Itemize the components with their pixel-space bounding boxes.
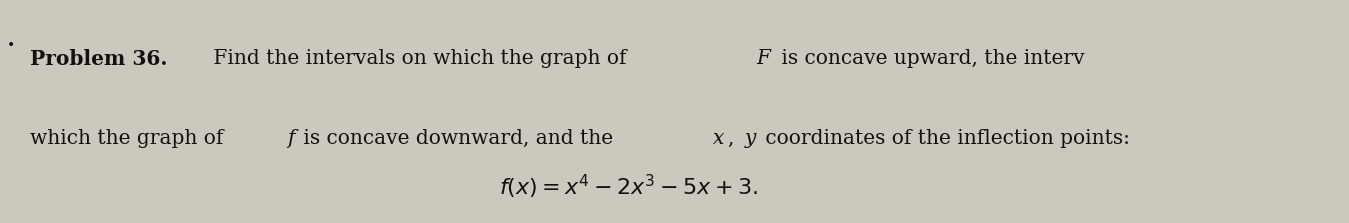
Text: f: f	[287, 129, 295, 148]
Text: ,: ,	[728, 129, 741, 148]
Text: Problem 36.: Problem 36.	[30, 49, 167, 69]
Text: •: •	[7, 38, 15, 52]
Text: coordinates of the inflection points:: coordinates of the inflection points:	[759, 129, 1130, 148]
Text: x: x	[714, 129, 724, 148]
Text: y: y	[745, 129, 755, 148]
Text: F: F	[757, 49, 770, 68]
Text: Find the intervals on which the graph of: Find the intervals on which the graph of	[206, 49, 633, 68]
Text: $f(x) = x^{4} - 2x^{3} - 5x + 3.$: $f(x) = x^{4} - 2x^{3} - 5x + 3.$	[499, 173, 758, 201]
Text: is concave upward, the interv: is concave upward, the interv	[774, 49, 1085, 68]
Text: which the graph of: which the graph of	[30, 129, 229, 148]
Text: is concave downward, and the: is concave downward, and the	[297, 129, 619, 148]
